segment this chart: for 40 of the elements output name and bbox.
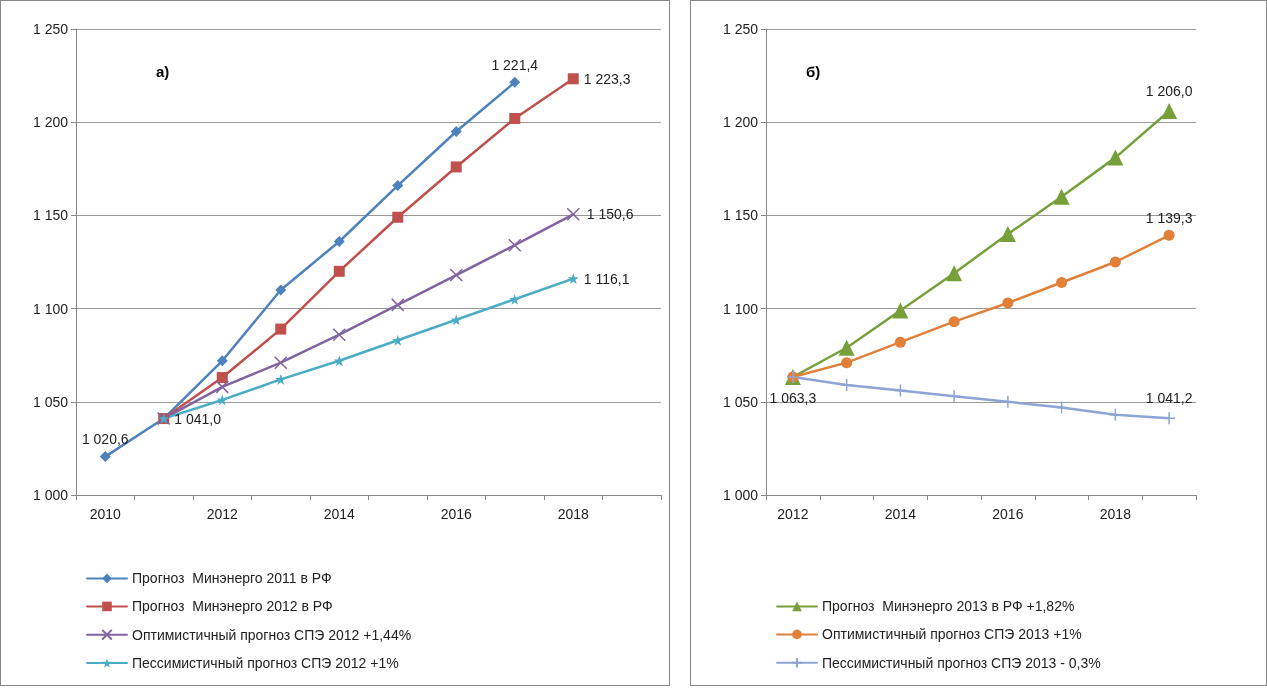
x-tick-label: 2014 (884, 506, 917, 522)
y-tick-label: 1 200 (32, 114, 69, 131)
y-tick-label: 1 150 (32, 207, 69, 224)
data-label: 1 139,3 (1145, 209, 1193, 226)
y-tick-label: 1 250 (722, 21, 759, 37)
x-tick-label: 2018 (1099, 506, 1132, 522)
legend-label: Пессимистичный прогноз СПЭ 2012 +1% (132, 655, 399, 671)
x-tick-label: 2018 (557, 506, 590, 522)
y-tick-label: 1 150 (722, 207, 759, 224)
data-label: 1 041,2 (1145, 389, 1193, 406)
y-tick-label: 1 100 (722, 300, 759, 317)
x-tick-label: 2010 (89, 506, 122, 522)
y-tick-label: 1 100 (32, 300, 69, 317)
text: а) (156, 63, 170, 80)
data-label: 1 041,0 (174, 410, 222, 427)
legend-label: Прогноз Минэнерго 2013 в РФ +1,82% (822, 598, 1075, 615)
x-tick-label: 2014 (323, 506, 356, 522)
x-tick-label: 2012 (206, 506, 239, 522)
x-tick-label: 2016 (992, 506, 1024, 522)
data-label: 1 223,3 (583, 70, 631, 87)
y-tick-label: 1 000 (722, 487, 759, 503)
data-label: 1 116,1 (583, 270, 630, 287)
y-tick-label: 1 200 (722, 114, 759, 131)
data-label: 1 206,0 (1145, 83, 1193, 100)
data-label: 1 063,3 (769, 389, 817, 406)
legend-label: Пессимистичный прогноз СПЭ 2013 - 0,3% (822, 654, 1101, 671)
y-tick-label: 1 050 (722, 393, 759, 410)
legend-label: Оптимистичный прогноз СПЭ 2013 +1% (822, 626, 1082, 643)
data-label: 1 020,6 (81, 431, 129, 448)
legend-label: Прогноз Минэнерго 2012 в РФ (132, 598, 333, 615)
legend-label: Прогноз Минэнерго 2011 в РФ (132, 570, 332, 587)
text: б) (806, 63, 821, 80)
x-tick-label: 2012 (777, 506, 809, 522)
y-tick-label: 1 250 (32, 21, 69, 37)
x-tick-label: 2016 (440, 506, 473, 522)
legend-label: Оптимистичный прогноз СПЭ 2012 +1,44% (132, 626, 412, 643)
y-tick-label: 1 000 (32, 487, 69, 503)
data-label: 1 221,4 (491, 56, 539, 73)
y-tick-label: 1 050 (32, 393, 69, 410)
data-label: 1 150,6 (586, 206, 634, 223)
